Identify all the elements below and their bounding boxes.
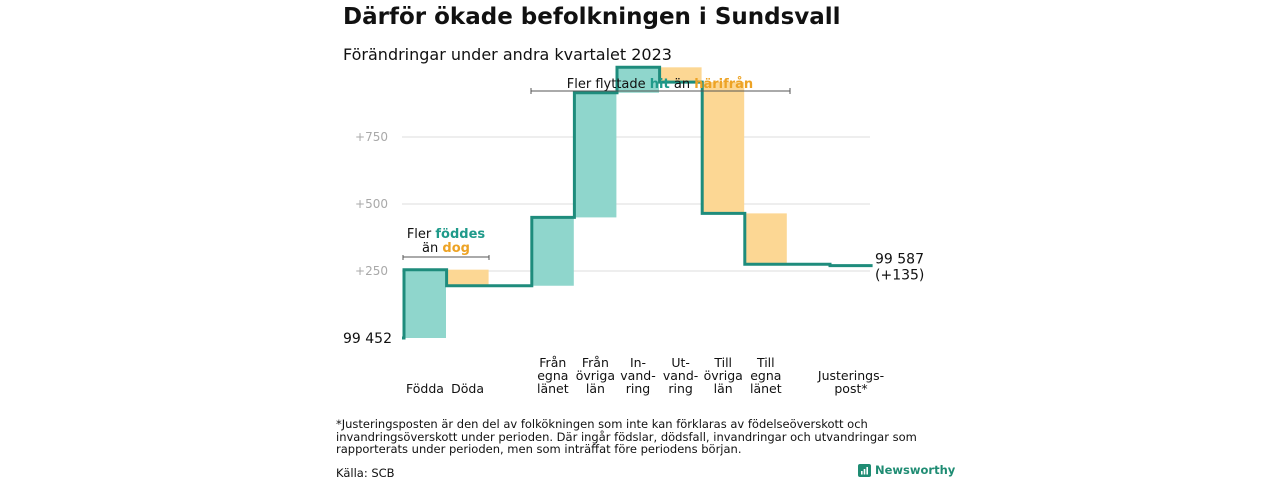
annotation-text: Fler <box>407 227 436 242</box>
category-label: Ut- <box>671 355 690 370</box>
start-value-label: 99 452 <box>343 331 392 347</box>
bar-7 <box>702 82 745 214</box>
category-label: länet <box>750 381 782 396</box>
end-change-label: (+135) <box>875 268 924 284</box>
footnote: *Justeringsposten är den del av folkökni… <box>336 417 917 456</box>
migration-annotation: Fler flyttade hit än härifrån <box>567 77 753 92</box>
category-label: In- <box>630 355 646 370</box>
annotation-highlight: hit <box>650 77 670 92</box>
bar-0 <box>404 269 446 338</box>
brand-logo: Newsworthy <box>858 463 955 477</box>
category-label: egna <box>750 368 781 383</box>
category-label: ring <box>626 381 650 396</box>
bar-8 <box>744 213 787 265</box>
births-annotation-line1: Fler föddes <box>407 227 486 242</box>
bar-6 <box>659 67 702 83</box>
category-label: ring <box>668 381 692 396</box>
brand-name: Newsworthy <box>875 463 956 477</box>
category-label: egna <box>537 368 568 383</box>
births-bracket <box>402 255 490 260</box>
y-tick-label: +750 <box>355 130 388 144</box>
bar-3 <box>531 217 574 286</box>
category-label: län <box>714 381 733 396</box>
births-annotation-line2: än dog <box>422 241 470 256</box>
category-label: Från <box>539 355 566 370</box>
category-label: Justerings- <box>817 368 884 383</box>
bar-4 <box>574 92 617 218</box>
cumulative-step-line <box>402 65 873 340</box>
category-label: Till <box>713 355 732 370</box>
bar-5 <box>617 67 659 93</box>
chart-title: Därför ökade befolkningen i Sundsvall <box>343 4 841 30</box>
source-label: Källa: SCB <box>336 466 395 480</box>
annotation-text: Fler flyttade <box>567 77 650 92</box>
category-label: Till <box>756 355 775 370</box>
category-label: vand- <box>620 368 655 383</box>
annotation-highlight: dog <box>442 241 470 256</box>
category-label: Döda <box>451 381 484 396</box>
category-label: Födda <box>406 381 444 396</box>
y-tick-label: +500 <box>355 197 388 211</box>
category-label: Från <box>582 355 609 370</box>
newsworthy-icon <box>858 463 871 477</box>
category-label: vand- <box>663 368 698 383</box>
category-label: övriga <box>576 368 615 383</box>
annotation-highlight: föddes <box>435 227 485 242</box>
end-value-label: 99 587 <box>875 252 924 268</box>
category-label: övriga <box>704 368 743 383</box>
category-label: länet <box>537 381 569 396</box>
y-tick-label: +250 <box>355 264 388 278</box>
category-label: post* <box>834 381 867 396</box>
migration-bracket <box>530 88 791 94</box>
chart-subtitle: Förändringar under andra kvartalet 2023 <box>343 45 672 64</box>
bar-1 <box>446 269 489 286</box>
annotation-text: än <box>422 241 442 256</box>
category-label: län <box>586 381 605 396</box>
annotation-text: än <box>670 77 694 92</box>
annotation-highlight: härifrån <box>694 77 753 92</box>
